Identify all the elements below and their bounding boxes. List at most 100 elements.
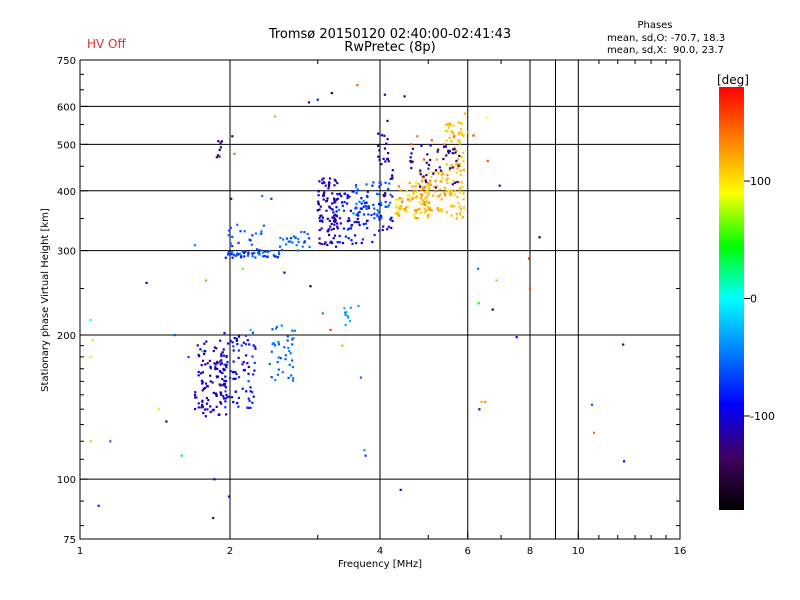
- data-point: [249, 328, 252, 331]
- data-point: [430, 175, 433, 178]
- data-point: [333, 178, 336, 181]
- data-point: [212, 349, 215, 353]
- data-point: [460, 156, 463, 159]
- data-point: [425, 174, 428, 177]
- data-point: [232, 349, 235, 352]
- data-point: [423, 202, 426, 205]
- data-point: [227, 234, 230, 237]
- data-point: [424, 197, 427, 200]
- data-point: [200, 379, 203, 382]
- data-point: [450, 214, 453, 217]
- data-point: [367, 205, 370, 208]
- data-point: [232, 253, 236, 256]
- data-point: [222, 395, 225, 398]
- data-point: [205, 402, 209, 405]
- data-point: [224, 380, 228, 383]
- data-point: [242, 360, 245, 364]
- data-point: [221, 372, 224, 375]
- data-point: [336, 182, 339, 185]
- data-point: [455, 171, 458, 174]
- data-point: [330, 228, 333, 231]
- data-point: [412, 192, 415, 195]
- data-point: [212, 391, 215, 394]
- data-point: [355, 186, 358, 189]
- data-point: [237, 405, 240, 408]
- data-point: [367, 213, 370, 216]
- data-point: [205, 279, 208, 282]
- data-point: [440, 208, 443, 211]
- data-point: [258, 249, 261, 252]
- data-point: [237, 241, 240, 244]
- data-point: [277, 251, 281, 254]
- data-point: [459, 205, 462, 208]
- data-point: [218, 383, 221, 386]
- data-point: [373, 217, 376, 220]
- data-point: [527, 257, 531, 260]
- data-point: [328, 205, 331, 208]
- data-point: [347, 237, 350, 240]
- data-point: [377, 155, 380, 158]
- data-point: [165, 420, 168, 423]
- data-point: [373, 233, 376, 237]
- data-point: [384, 192, 387, 195]
- data-point: [318, 180, 321, 183]
- data-point: [414, 210, 417, 213]
- data-point: [230, 253, 233, 256]
- data-point: [447, 126, 450, 129]
- data-point: [213, 346, 216, 349]
- data-point: [453, 146, 456, 149]
- data-point: [388, 182, 391, 185]
- data-point: [421, 199, 424, 202]
- data-point: [316, 209, 319, 212]
- data-point: [457, 202, 460, 205]
- data-point: [365, 183, 368, 186]
- data-point: [382, 193, 385, 196]
- data-point: [335, 245, 338, 248]
- data-point: [233, 337, 236, 340]
- data-point: [336, 225, 339, 228]
- data-point: [339, 222, 342, 225]
- data-point: [288, 363, 291, 366]
- data-point: [287, 240, 290, 243]
- data-point: [447, 151, 450, 154]
- data-point: [323, 181, 326, 184]
- data-point: [297, 240, 300, 244]
- data-point: [236, 252, 239, 255]
- data-point: [336, 241, 339, 244]
- y-tick-label: 400: [57, 187, 76, 198]
- data-point: [428, 213, 431, 216]
- data-point: [387, 152, 390, 155]
- data-point: [460, 133, 464, 136]
- data-point: [287, 376, 290, 379]
- data-point: [324, 241, 327, 244]
- data-point: [410, 167, 413, 170]
- data-point: [463, 206, 466, 209]
- data-point: [303, 231, 306, 234]
- data-point: [220, 355, 223, 358]
- data-point: [382, 225, 385, 228]
- data-point: [355, 213, 358, 216]
- data-point: [439, 170, 443, 173]
- data-point: [249, 239, 252, 242]
- data-point: [223, 382, 226, 385]
- data-point: [364, 222, 368, 225]
- data-point: [371, 240, 374, 244]
- data-point: [498, 184, 501, 187]
- data-point: [219, 146, 222, 149]
- data-point: [333, 214, 336, 217]
- data-point: [224, 390, 227, 393]
- data-point: [237, 335, 241, 338]
- data-point: [249, 406, 252, 409]
- data-point: [346, 194, 349, 197]
- data-point: [284, 358, 287, 361]
- data-point: [274, 344, 277, 347]
- data-point: [326, 217, 329, 220]
- data-point: [456, 180, 459, 184]
- data-point: [334, 180, 337, 183]
- data-point: [222, 348, 225, 351]
- data-point: [244, 343, 247, 346]
- data-point: [221, 351, 224, 354]
- data-point: [420, 194, 423, 197]
- x-tick-label: 10: [572, 546, 585, 557]
- data-point: [303, 241, 306, 244]
